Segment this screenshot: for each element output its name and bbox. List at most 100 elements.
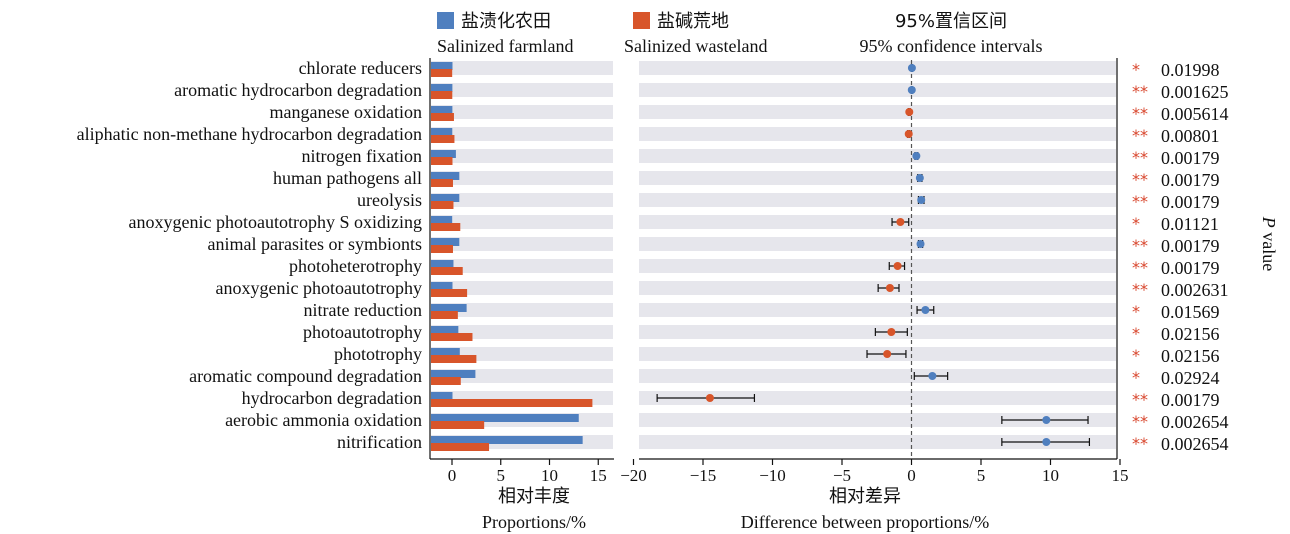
right-stripe <box>639 281 1116 295</box>
significance-stars: ** <box>1132 390 1148 409</box>
category-label: anoxygenic photoautotrophy <box>216 278 422 298</box>
right-stripe <box>639 413 1116 427</box>
significance-stars: * <box>1132 324 1140 343</box>
p-value-label: 0.02924 <box>1161 368 1220 388</box>
legend-ci-en: 95% confidence intervals <box>860 36 1043 56</box>
category-label: animal parasites or symbionts <box>208 234 422 254</box>
right-tick-label: 5 <box>977 466 986 485</box>
significance-stars: ** <box>1132 236 1148 255</box>
p-value-labels: * 0.01998** 0.001625** 0.005614** 0.00801** 0… <box>1132 60 1229 454</box>
significance-stars: ** <box>1132 258 1148 277</box>
wasteland-bar <box>431 135 455 143</box>
right-xlabel-en: Difference between proportions/% <box>741 512 990 532</box>
p-value-label: 0.001625 <box>1161 82 1229 102</box>
difference-point <box>905 108 914 116</box>
category-label: human pathogens all <box>273 168 422 188</box>
farmland-bar <box>431 414 579 422</box>
left-stripe <box>431 149 613 163</box>
significance-stars: * <box>1132 302 1140 321</box>
farmland-bar <box>431 84 453 92</box>
difference-point <box>1042 438 1051 446</box>
category-label: phototrophy <box>334 344 422 364</box>
legend-ci-cn: 95%置信区间 <box>895 11 1007 32</box>
p-value-label: 0.00801 <box>1161 126 1220 146</box>
category-label: ureolysis <box>357 190 422 210</box>
difference-point <box>907 64 916 72</box>
p-value-label: 0.002654 <box>1161 434 1229 454</box>
left-stripe <box>431 237 613 251</box>
significance-stars: ** <box>1132 170 1148 189</box>
legend-wasteland-cn: 盐碱荒地 <box>657 11 729 32</box>
wasteland-bar <box>431 179 453 187</box>
p-value-label: 0.01998 <box>1161 60 1220 80</box>
legend-farmland-en: Salinized farmland <box>437 36 573 56</box>
farmland-bar <box>431 128 453 136</box>
wasteland-bar <box>431 311 458 319</box>
category-label: aromatic compound degradation <box>189 366 422 386</box>
left-stripe <box>431 325 613 339</box>
legend-wasteland-en: Salinized wasteland <box>624 36 767 56</box>
left-tick-label: 10 <box>541 466 558 485</box>
difference-point <box>912 152 921 160</box>
right-stripe <box>639 193 1116 207</box>
left-panel-stripes <box>431 61 613 449</box>
significance-stars: ** <box>1132 104 1148 123</box>
p-value-label: 0.00179 <box>1161 192 1220 212</box>
right-tick-label: 0 <box>907 466 916 485</box>
right-stripe <box>639 171 1116 185</box>
left-stripe <box>431 303 613 317</box>
p-value-label: 0.02156 <box>1161 346 1220 366</box>
legend: 盐渍化农田 Salinized farmland 盐碱荒地 Salinized … <box>437 11 1042 56</box>
left-xlabel-cn: 相对丰度 <box>498 486 570 507</box>
p-value-label: 0.01121 <box>1161 214 1219 234</box>
wasteland-bar <box>431 289 468 297</box>
left-stripe <box>431 193 613 207</box>
category-label: nitrogen fixation <box>302 146 422 166</box>
right-stripe <box>639 369 1116 383</box>
difference-point <box>915 174 924 182</box>
p-value-label: 0.00179 <box>1161 390 1220 410</box>
wasteland-bar <box>431 201 454 209</box>
wasteland-bar <box>431 421 485 429</box>
left-stripe <box>431 369 613 383</box>
category-label: nitrification <box>337 432 422 452</box>
errorbar-marks <box>656 64 1091 446</box>
left-tick-label: 0 <box>448 466 457 485</box>
farmland-bar <box>431 260 454 268</box>
farmland-bar <box>431 326 459 334</box>
left-tick-label: 15 <box>590 466 607 485</box>
significance-stars: ** <box>1132 434 1148 453</box>
right-stripe <box>639 149 1116 163</box>
difference-point <box>917 196 926 204</box>
right-tick-label: 15 <box>1112 466 1129 485</box>
farmland-bar <box>431 348 460 356</box>
significance-stars: ** <box>1132 148 1148 167</box>
right-x-ticks: −20 −15 −10 −5 0 5 10 15 <box>620 459 1129 485</box>
right-stripe <box>639 435 1116 449</box>
p-value-label: 0.01569 <box>1161 302 1220 322</box>
right-xlabel-cn: 相对差异 <box>829 486 901 507</box>
right-stripe <box>639 259 1116 273</box>
right-stripe <box>639 303 1116 317</box>
significance-stars: ** <box>1132 82 1148 101</box>
right-stripe <box>639 391 1116 405</box>
right-tick-label: −15 <box>690 466 717 485</box>
wasteland-bar <box>431 267 463 275</box>
right-stripe <box>639 215 1116 229</box>
farmland-bar <box>431 194 460 202</box>
left-stripe <box>431 215 613 229</box>
farmland-bar <box>431 216 453 224</box>
significance-stars: ** <box>1132 126 1148 145</box>
wasteland-bar <box>431 245 453 253</box>
category-label: photoautotrophy <box>303 322 422 342</box>
category-label: chlorate reducers <box>299 58 422 78</box>
farmland-bar <box>431 282 453 290</box>
right-panel-stripes <box>639 61 1116 449</box>
farmland-bar <box>431 172 460 180</box>
left-stripe <box>431 259 613 273</box>
difference-point <box>1042 416 1051 424</box>
farmland-bar <box>431 62 453 70</box>
category-label: aliphatic non-methane hydrocarbon degrad… <box>77 124 422 144</box>
